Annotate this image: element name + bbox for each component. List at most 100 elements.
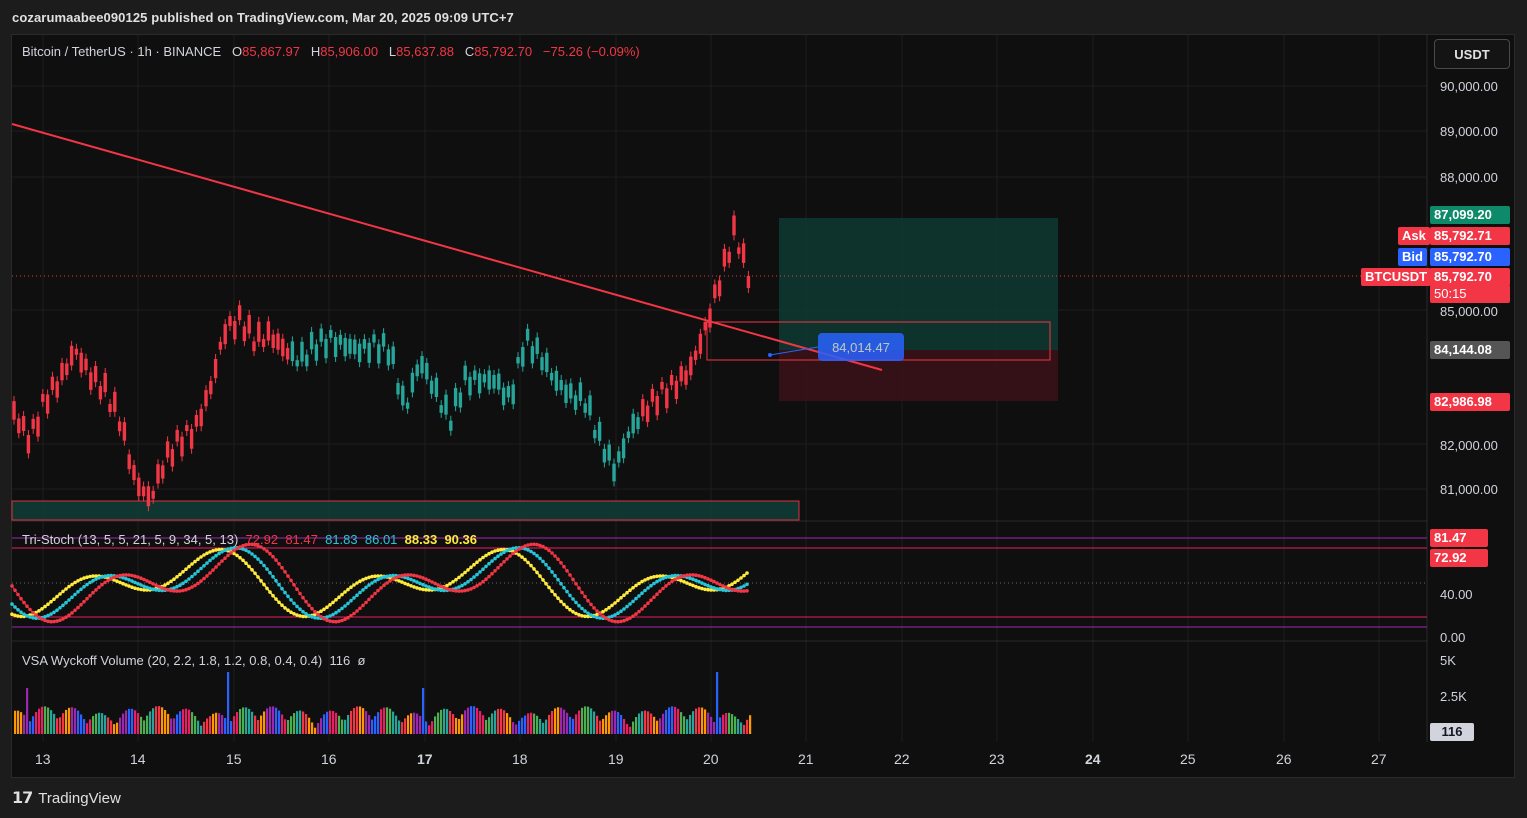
time-tick: 23	[989, 751, 1005, 767]
tristoch-value: 81.47	[285, 532, 318, 547]
volume-bar	[257, 720, 260, 734]
candle	[386, 349, 391, 366]
volume-bar	[320, 718, 323, 734]
chart-frame[interactable]	[11, 34, 1515, 778]
volume-bar	[620, 714, 623, 734]
vsa-legend[interactable]: VSA Wyckoff Volume (20, 2.2, 1.8, 1.2, 0…	[22, 653, 365, 668]
candle	[209, 380, 213, 395]
target-price-tag: 87,099.20	[1430, 206, 1510, 224]
currency-button[interactable]: USDT	[1434, 39, 1510, 69]
candle	[540, 357, 544, 371]
candle	[309, 331, 314, 350]
candle	[276, 333, 280, 350]
volume-bar	[266, 708, 269, 734]
volume-bar	[635, 717, 638, 734]
candle	[199, 408, 203, 427]
volume-bar	[293, 713, 296, 734]
candle	[362, 339, 367, 349]
candle	[588, 395, 592, 416]
candle	[223, 324, 227, 345]
candle	[175, 429, 179, 442]
symbol-name: Bitcoin / TetherUS · 1h · BINANCE	[22, 44, 222, 59]
volume-bar	[737, 719, 740, 734]
volume-bar	[215, 712, 218, 734]
tristoch-value: 90.36	[444, 532, 477, 547]
volume-bar	[176, 714, 179, 734]
symbol-legend[interactable]: Bitcoin / TetherUS · 1h · BINANCE O85,86…	[22, 44, 640, 59]
volume-bar	[50, 710, 53, 734]
candle	[717, 280, 722, 297]
volume-bar	[317, 723, 320, 734]
volume-bar	[98, 712, 101, 734]
candle	[722, 248, 727, 267]
stoch-tick: 40.00	[1440, 587, 1473, 602]
volume-bar	[143, 720, 146, 734]
candle	[669, 374, 674, 386]
candle	[127, 454, 131, 470]
volume-bar	[662, 713, 665, 734]
volume-bar	[356, 706, 359, 734]
candle	[405, 402, 410, 409]
volume-bar	[164, 710, 167, 734]
volume-bar	[431, 721, 434, 734]
volume-bar	[428, 725, 431, 734]
price-tick: 82,000.00	[1440, 438, 1498, 453]
volume-bar	[29, 721, 32, 734]
volume-bar	[197, 720, 200, 734]
volume-bar	[734, 716, 737, 734]
volume-bar	[224, 717, 227, 734]
volume-bar	[704, 709, 707, 734]
candle	[746, 275, 751, 288]
volume-bar	[722, 714, 725, 734]
volume-bar	[602, 718, 605, 734]
candle	[12, 401, 16, 420]
candle	[45, 394, 50, 414]
candle	[463, 365, 467, 381]
volume-bar	[530, 712, 533, 734]
time-tick: 20	[703, 751, 719, 767]
volume-bar	[119, 717, 122, 734]
volume-bar	[605, 715, 608, 734]
volume-bar	[401, 722, 404, 734]
top-bar: cozarumaabee090125 published on TradingV…	[0, 0, 1527, 34]
stop-price-tag: 82,986.98	[1430, 393, 1510, 411]
candle	[497, 373, 501, 390]
volume-bar	[668, 707, 671, 734]
volume-bar	[740, 722, 743, 734]
volume-bar	[347, 714, 350, 734]
volume-bar	[476, 707, 479, 734]
candle	[194, 415, 199, 427]
volume-bar	[746, 719, 749, 734]
candle	[117, 421, 122, 432]
volume-tick: 2.5K	[1440, 689, 1467, 704]
tristoch-legend[interactable]: Tri-Stoch (13, 5, 5, 21, 5, 9, 34, 5, 13…	[22, 532, 477, 547]
volume-bar	[209, 716, 212, 734]
volume-bar	[344, 719, 347, 734]
time-tick: 15	[226, 751, 242, 767]
candle	[554, 370, 559, 391]
volume-bar	[521, 717, 524, 734]
publisher-line: cozarumaabee090125 published on TradingV…	[12, 10, 514, 25]
candle	[602, 448, 607, 463]
volume-bar	[137, 713, 140, 734]
volume-bar	[371, 719, 374, 734]
countdown-tag: 50:15	[1430, 285, 1510, 303]
candle	[453, 387, 458, 407]
candle	[31, 418, 35, 429]
candle	[324, 338, 328, 359]
volume-bar	[647, 711, 650, 734]
volume-bar	[200, 725, 203, 734]
volume-bar	[269, 706, 272, 734]
volume-bar	[614, 710, 617, 734]
time-tick: 13	[35, 751, 51, 767]
volume-bar	[554, 708, 557, 734]
candle	[516, 357, 520, 364]
candle	[492, 375, 496, 389]
volume-bar	[380, 709, 383, 734]
position-price-label[interactable]: 84,014.47	[818, 333, 904, 361]
candle	[103, 372, 107, 393]
volume-bar	[368, 715, 371, 734]
volume-bar	[263, 711, 266, 734]
volume-bar	[458, 719, 461, 734]
